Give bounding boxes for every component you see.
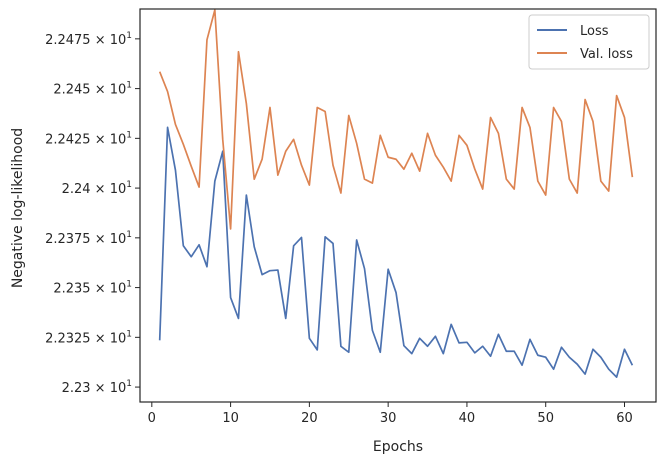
x-tick-label: 50 bbox=[537, 411, 554, 426]
y-tick-label: 2.245 × 101 bbox=[53, 81, 132, 98]
x-tick-label: 30 bbox=[380, 411, 397, 426]
y-tick-label: 2.2325 × 101 bbox=[45, 329, 132, 346]
y-tick-label: 2.2375 × 101 bbox=[45, 230, 132, 247]
x-tick-label: 20 bbox=[301, 411, 318, 426]
series-layer bbox=[158, 9, 634, 378]
series-line-val-loss bbox=[158, 9, 634, 230]
x-tick-label: 10 bbox=[222, 411, 239, 426]
plot-frame bbox=[139, 8, 657, 403]
legend-label-val-loss: Val. loss bbox=[580, 47, 633, 62]
y-axis-label: Negative log-likelihood bbox=[10, 128, 26, 288]
legend-box bbox=[528, 14, 650, 70]
y-tick-label: 2.235 × 101 bbox=[53, 280, 132, 297]
y-tick-label: 2.24 × 101 bbox=[62, 180, 132, 197]
y-tick-label: 2.2425 × 101 bbox=[45, 130, 132, 147]
y-tick-label: 2.2475 × 101 bbox=[45, 31, 132, 48]
x-tick-label: 40 bbox=[459, 411, 476, 426]
x-axis-label: Epochs bbox=[373, 439, 423, 455]
series-line-loss bbox=[158, 126, 634, 378]
x-axis-ticks: 0 10 20 30 40 50 60 bbox=[148, 402, 633, 426]
y-axis-ticks: 2.23 × 101 2.2325 × 101 2.235 × 101 2.2375 … bbox=[45, 31, 140, 396]
x-tick-label: 0 bbox=[148, 411, 156, 426]
legend-label-loss: Loss bbox=[580, 24, 609, 39]
legend: Loss Val. loss bbox=[528, 14, 650, 70]
x-tick-label: 60 bbox=[616, 411, 633, 426]
y-tick-label: 2.23 × 101 bbox=[62, 379, 132, 396]
